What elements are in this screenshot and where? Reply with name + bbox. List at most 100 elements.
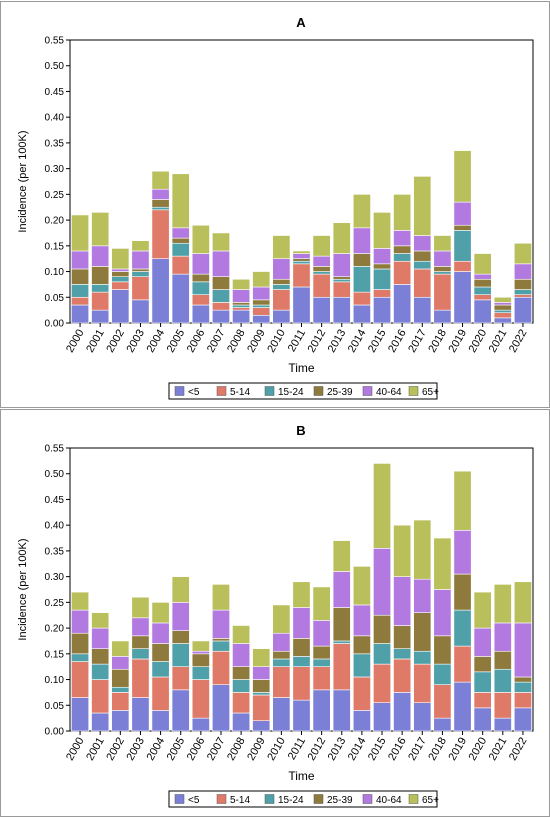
legend-swatch-65plus [408, 794, 419, 804]
y-tick-label: 0.05 [45, 701, 65, 712]
legend-label-15-24: 15-24 [278, 387, 304, 398]
bar-segment-2014-25-39 [352, 635, 371, 655]
bar-segment-2005-15-24 [171, 242, 190, 257]
bar-segment-2021-5-14 [493, 692, 512, 719]
bar-segment-2010-lt5 [272, 309, 291, 324]
x-tick-label: 2013 [326, 736, 349, 763]
bar-segment-2018-25-39 [433, 266, 452, 272]
bar-segment-2001-65plus [91, 212, 110, 247]
bar-segment-2010-40-64 [272, 632, 291, 652]
bar-segment-2003-65plus [131, 240, 150, 252]
bar-segment-2011-65plus [292, 250, 311, 254]
bar-segment-2000-5-14 [71, 661, 90, 698]
bar-segment-2013-65plus [332, 540, 351, 572]
bar-segment-2008-5-14 [232, 692, 251, 714]
bar-segment-2021-65plus [493, 584, 512, 624]
x-tick-label: 2020 [467, 736, 490, 763]
bar-segment-2013-25-39 [332, 607, 351, 642]
x-tick-label: 2010 [265, 736, 288, 763]
y-tick-label: 0.45 [45, 87, 65, 98]
x-tick-label: 2004 [145, 328, 168, 355]
bar-segment-2009-40-64 [252, 286, 271, 301]
bar-segment-2022-5-14 [513, 294, 532, 298]
x-tick-label: 2002 [104, 328, 127, 355]
bar-segment-2001-15-24 [91, 663, 110, 680]
bar-segment-2001-40-64 [91, 245, 110, 267]
bar-segment-2013-40-64 [332, 253, 351, 277]
bar-segment-2021-lt5 [493, 317, 512, 324]
bar-segment-2004-5-14 [151, 676, 170, 711]
bar-segment-2003-15-24 [131, 648, 150, 660]
x-tick-label: 2017 [406, 328, 429, 355]
panel-b: B 0.00 0.05 0.10 0.15 0.20 0.25 0.30 0.35 0.40 0.4… [0, 409, 550, 817]
bar-segment-2008-25-39 [232, 302, 251, 306]
bar-segment-2007-65plus [212, 584, 230, 611]
bar-segment-2017-25-39 [413, 612, 432, 652]
bar-segment-2020-lt5 [473, 299, 492, 324]
bar-segment-2002-5-14 [111, 692, 130, 711]
chart-title: A [296, 15, 306, 30]
bar-segment-2009-65plus [252, 648, 271, 667]
bar-segment-2016-lt5 [393, 284, 412, 324]
x-tick-label: 2000 [64, 736, 87, 763]
legend-swatch-lt5 [174, 386, 185, 396]
x-axis-label: Time [288, 769, 315, 783]
bar-segment-2021-25-39 [493, 304, 512, 311]
legend-swatch-15-24 [264, 386, 275, 396]
bar-segment-2018-65plus [433, 537, 452, 590]
bar-segment-2002-15-24 [111, 686, 130, 693]
bar-segment-2001-25-39 [91, 266, 110, 285]
bar-segment-2022-15-24 [513, 289, 532, 295]
bar-segment-2011-lt5 [292, 286, 311, 324]
x-tick-label: 2021 [487, 328, 510, 355]
bar-segment-2013-lt5 [332, 296, 351, 324]
x-tick-label: 2010 [265, 328, 288, 355]
x-tick-label: 2004 [145, 736, 168, 763]
bar-segment-2012-40-64 [312, 255, 331, 267]
x-tick-label: 2008 [225, 328, 248, 355]
bar-segment-2022-lt5 [513, 296, 532, 324]
y-tick-label: 0.40 [45, 113, 65, 124]
bar-segment-2004-65plus [151, 602, 170, 624]
bar-segment-2003-25-39 [131, 268, 150, 272]
bar-segment-2006-25-39 [191, 273, 210, 283]
bar-segment-2011-lt5 [292, 699, 311, 732]
bar-segment-2009-lt5 [252, 314, 271, 324]
bar-segment-2001-lt5 [91, 309, 110, 324]
bar-segment-2005-65plus [171, 173, 190, 229]
legend: <5 5-14 15-24 25-39 40-64 65+ [168, 382, 439, 400]
bar-segment-2017-lt5 [413, 296, 432, 324]
x-tick-label: 2001 [84, 328, 107, 355]
bar-segment-2009-25-39 [252, 299, 271, 306]
bar-segment-2010-5-14 [272, 289, 291, 311]
bar-segment-2018-15-24 [433, 663, 452, 685]
bar-segment-2007-65plus [212, 232, 230, 252]
bar-segment-2008-lt5 [232, 712, 251, 732]
y-tick-label: 0.35 [45, 138, 65, 149]
bar-segment-2021-65plus [493, 296, 512, 303]
bar-segment-2015-25-39 [373, 263, 391, 270]
x-tick-label: 2022 [507, 736, 530, 763]
bar-segment-2000-25-39 [71, 268, 90, 285]
bar-segment-2020-15-24 [473, 286, 492, 296]
bar-segment-2020-25-39 [473, 656, 492, 673]
x-tick-label: 2014 [346, 736, 369, 763]
bar-segment-2007-25-39 [212, 638, 230, 642]
bar-segment-2004-15-24 [151, 661, 170, 678]
bar-segment-2016-65plus [393, 194, 412, 231]
bar-segment-2000-15-24 [71, 653, 90, 662]
bar-segment-2006-5-14 [191, 679, 210, 719]
bar-segment-2015-40-64 [373, 548, 391, 616]
bar-segment-2012-5-14 [312, 273, 331, 298]
bar-segment-2004-25-39 [151, 643, 170, 662]
bar-segment-2009-15-24 [252, 692, 271, 696]
bar-segment-2002-65plus [111, 640, 130, 657]
bar-segment-2005-65plus [171, 576, 190, 603]
bar-segment-2011-5-14 [292, 666, 311, 701]
y-tick-label: 0.25 [45, 598, 65, 609]
bar-segment-2001-40-64 [91, 627, 110, 649]
bar-segment-2007-5-14 [212, 650, 230, 686]
bar-segment-2010-15-24 [272, 284, 291, 290]
bar-segment-2021-5-14 [493, 312, 512, 319]
